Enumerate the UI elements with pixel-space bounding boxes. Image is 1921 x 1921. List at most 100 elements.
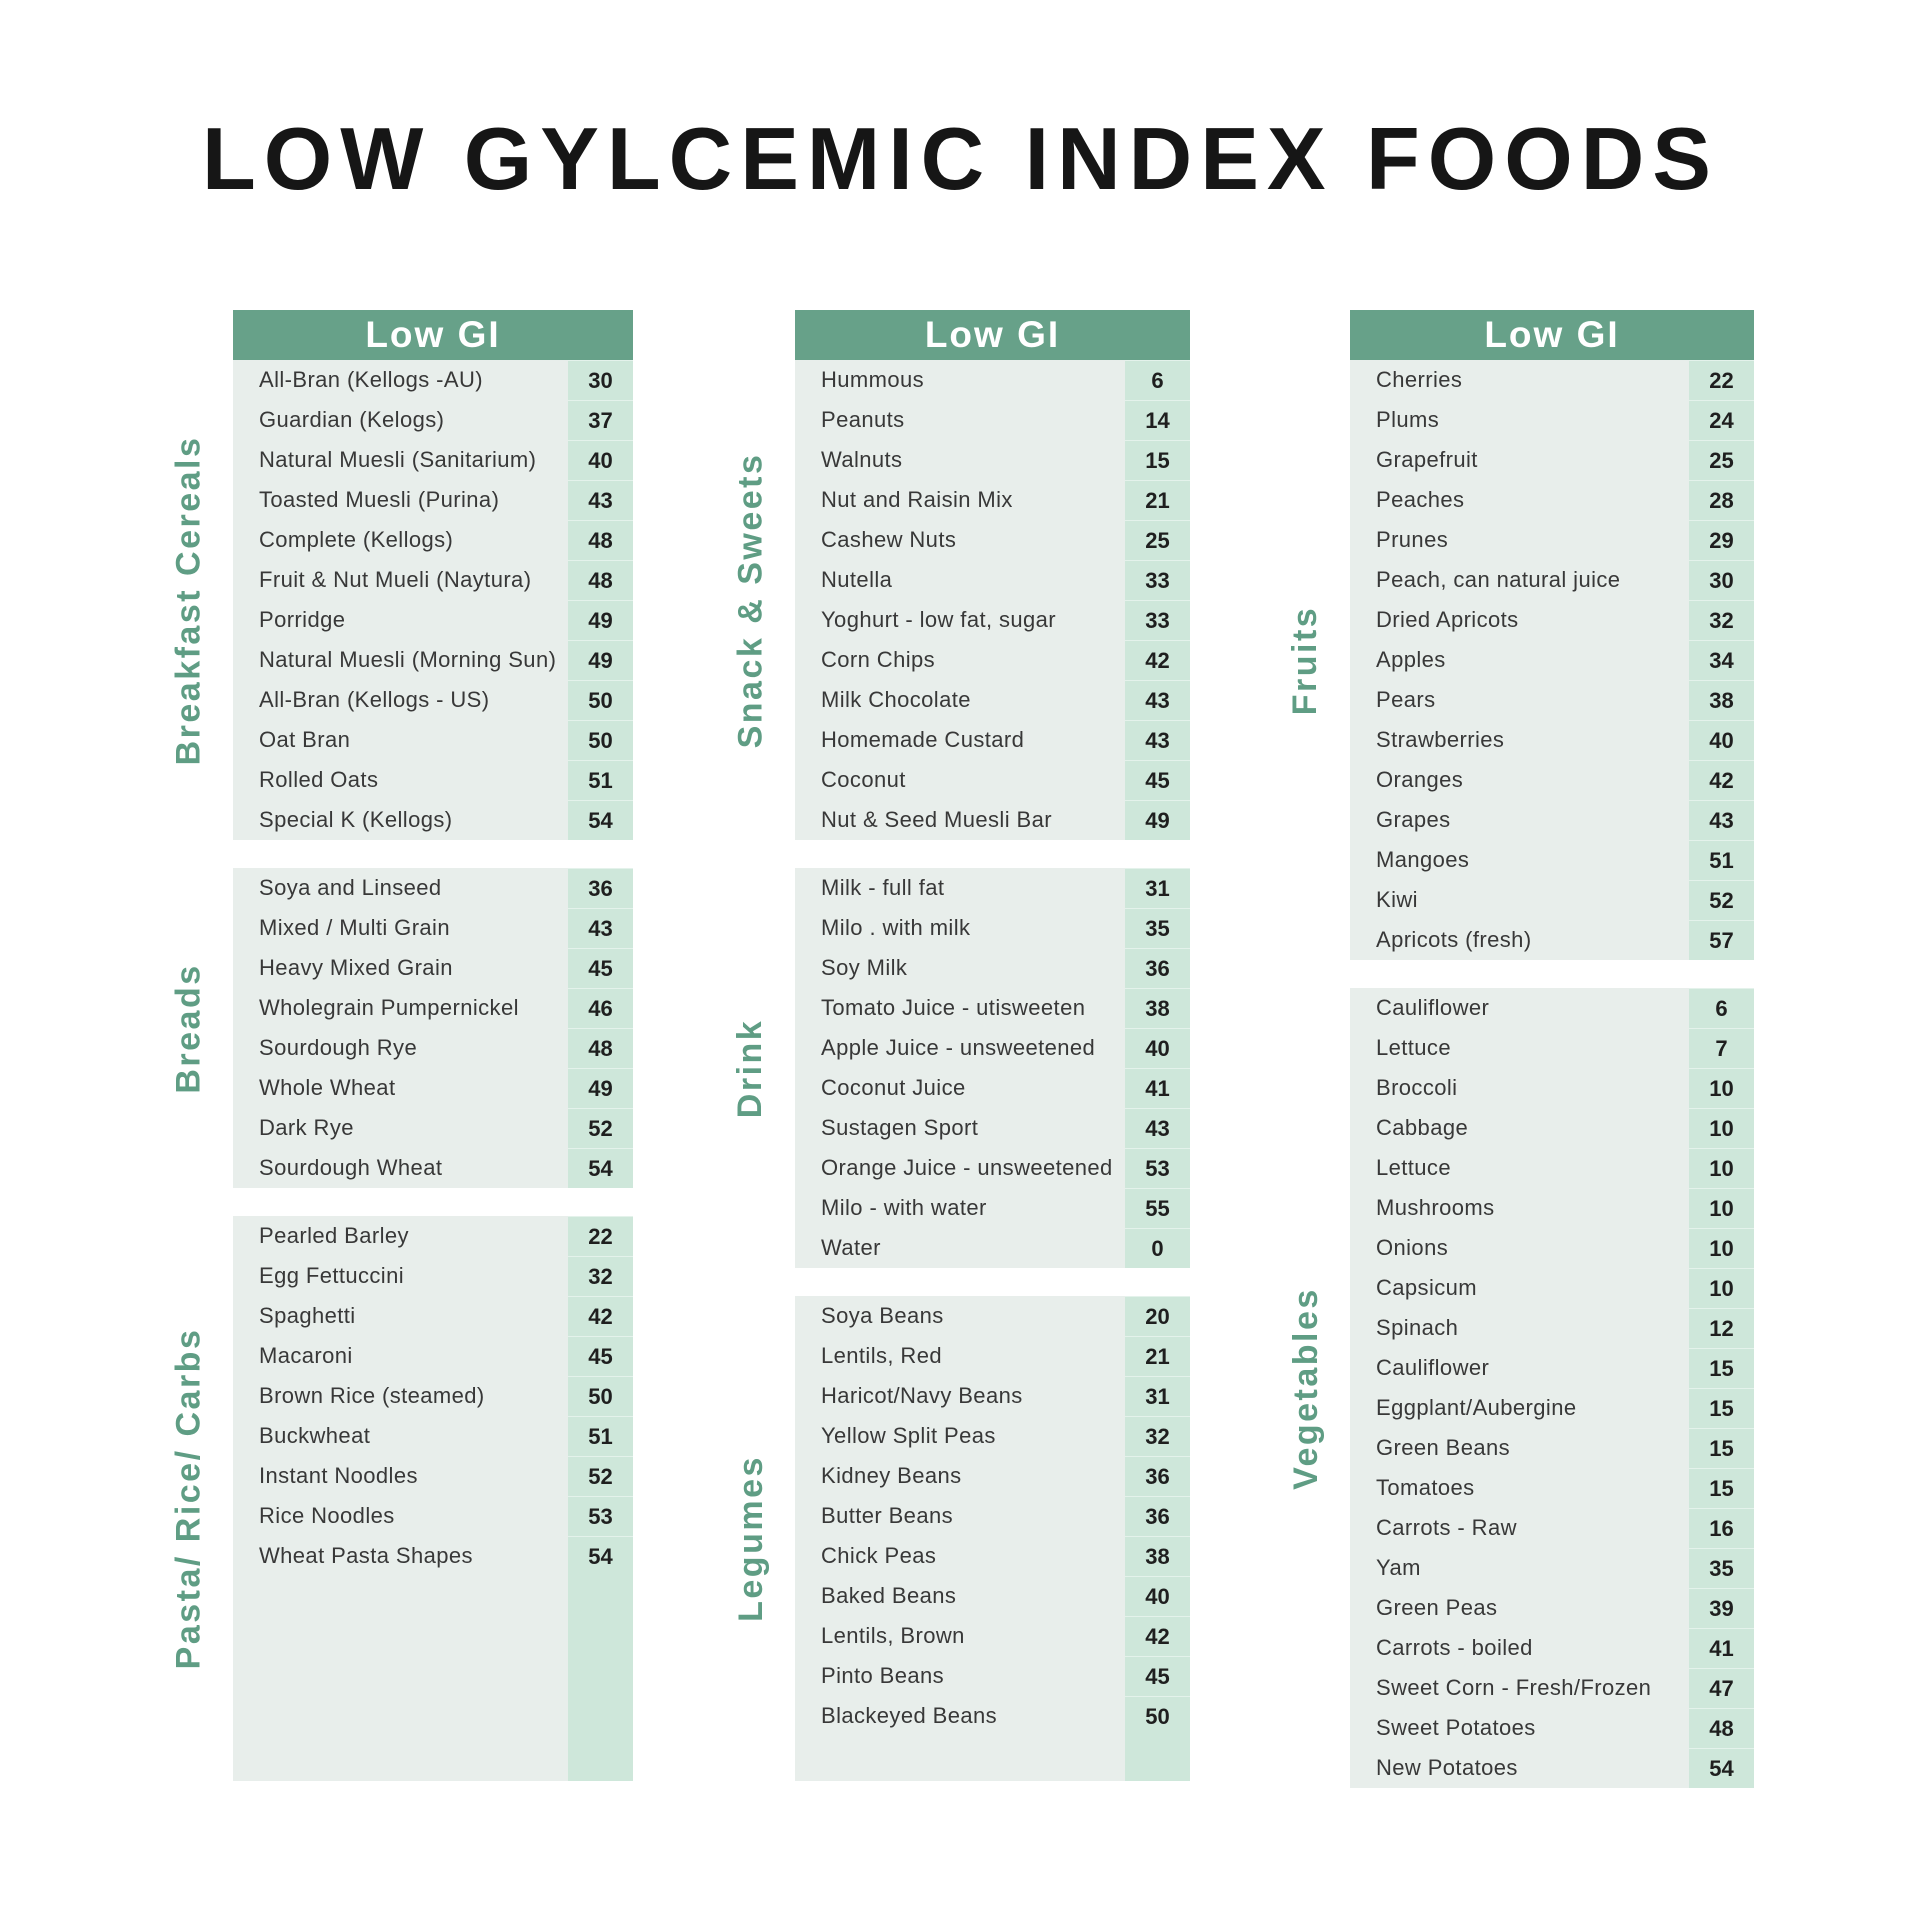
table-row: Cauliflower 6 bbox=[1350, 988, 1754, 1028]
gi-value: 35 bbox=[1125, 908, 1190, 948]
table-row: Apple Juice - unsweetened 40 bbox=[795, 1028, 1190, 1068]
table-row: Soya Beans 20 bbox=[795, 1296, 1190, 1336]
food-name: Macaroni bbox=[259, 1343, 353, 1368]
gi-value: 0 bbox=[1125, 1228, 1190, 1268]
gi-value: 51 bbox=[568, 760, 633, 800]
gi-value: 32 bbox=[1125, 1416, 1190, 1456]
category-label-breads: Breads bbox=[153, 868, 225, 1188]
food-name: Milo - with water bbox=[821, 1195, 987, 1220]
gi-value: 42 bbox=[568, 1296, 633, 1336]
food-name: Cauliflower bbox=[1376, 995, 1490, 1020]
table-row: Baked Beans 40 bbox=[795, 1576, 1190, 1616]
table-breakfast-cereals: Breakfast Cereals All-Bran (Kellogs -AU) 3… bbox=[170, 360, 633, 840]
gi-value: 52 bbox=[568, 1456, 633, 1496]
category-label-text: Snack & Sweets bbox=[731, 452, 770, 748]
food-name: Natural Muesli (Sanitarium) bbox=[259, 447, 537, 472]
low-gi-header: Low GI bbox=[233, 310, 633, 360]
gi-value: 31 bbox=[1125, 868, 1190, 908]
gi-value: 50 bbox=[568, 1376, 633, 1416]
gi-value: 33 bbox=[1125, 600, 1190, 640]
gi-value: 15 bbox=[1689, 1348, 1754, 1388]
food-name: Haricot/Navy Beans bbox=[821, 1383, 1023, 1408]
table-row: Onions 10 bbox=[1350, 1228, 1754, 1268]
gi-value: 54 bbox=[568, 1536, 633, 1576]
food-name: Sweet Potatoes bbox=[1376, 1715, 1536, 1740]
food-name: Orange Juice - unsweetened bbox=[821, 1155, 1113, 1180]
table-row: Soy Milk 36 bbox=[795, 948, 1190, 988]
food-name: All-Bran (Kellogs -AU) bbox=[259, 367, 483, 392]
gi-value: 25 bbox=[1689, 440, 1754, 480]
gi-value: 36 bbox=[568, 868, 633, 908]
food-name: Blackeyed Beans bbox=[821, 1703, 997, 1728]
table-row: Grapefruit 25 bbox=[1350, 440, 1754, 480]
food-name: Toasted Muesli (Purina) bbox=[259, 487, 500, 512]
table-row: Lettuce 10 bbox=[1350, 1148, 1754, 1188]
table-row: Water 0 bbox=[795, 1228, 1190, 1268]
food-name: Hummous bbox=[821, 367, 925, 392]
food-name: Strawberries bbox=[1376, 727, 1505, 752]
table-legumes: Legumes Soya Beans 20 Lentils, Red 21 Haricot… bbox=[732, 1296, 1190, 1781]
gi-value: 50 bbox=[1125, 1696, 1190, 1736]
gi-value: 43 bbox=[1125, 1108, 1190, 1148]
food-name: Lentils, Red bbox=[821, 1343, 942, 1368]
table-row: Apples 34 bbox=[1350, 640, 1754, 680]
food-name: Apricots (fresh) bbox=[1376, 927, 1532, 952]
gi-value: 16 bbox=[1689, 1508, 1754, 1548]
food-name: Prunes bbox=[1376, 527, 1449, 552]
food-name: Rolled Oats bbox=[259, 767, 379, 792]
food-name: Apples bbox=[1376, 647, 1446, 672]
table-row: Carrots - Raw 16 bbox=[1350, 1508, 1754, 1548]
gi-value: 54 bbox=[1689, 1748, 1754, 1788]
food-name: Mushrooms bbox=[1376, 1195, 1495, 1220]
gi-value: 50 bbox=[568, 720, 633, 760]
table-row: Butter Beans 36 bbox=[795, 1496, 1190, 1536]
gi-value: 34 bbox=[1689, 640, 1754, 680]
category-label-snack-sweets: Snack & Sweets bbox=[715, 360, 787, 840]
food-name: Plums bbox=[1376, 407, 1440, 432]
table-row: Broccoli 10 bbox=[1350, 1068, 1754, 1108]
table-row: Carrots - boiled 41 bbox=[1350, 1628, 1754, 1668]
gi-value: 28 bbox=[1689, 480, 1754, 520]
gi-value: 38 bbox=[1125, 988, 1190, 1028]
section-breakfast-cereals: Low GI Breakfast Cereals All-Bran (Kellogs… bbox=[170, 310, 633, 840]
food-name: Oranges bbox=[1376, 767, 1464, 792]
gi-value: 29 bbox=[1689, 520, 1754, 560]
gi-value: 49 bbox=[568, 1068, 633, 1108]
table-row: Brown Rice (steamed) 50 bbox=[233, 1376, 633, 1416]
category-label-fruits: Fruits bbox=[1270, 360, 1342, 960]
table-row: Sourdough Wheat 54 bbox=[233, 1148, 633, 1188]
gi-value: 12 bbox=[1689, 1308, 1754, 1348]
gi-value: 49 bbox=[568, 600, 633, 640]
table-row: Sustagen Sport 43 bbox=[795, 1108, 1190, 1148]
gi-value: 40 bbox=[1689, 720, 1754, 760]
category-label-text: Fruits bbox=[1286, 605, 1325, 715]
food-name: Kiwi bbox=[1376, 887, 1418, 912]
gi-value: 15 bbox=[1125, 440, 1190, 480]
food-name: Heavy Mixed Grain bbox=[259, 955, 453, 980]
table-row: Green Beans 15 bbox=[1350, 1428, 1754, 1468]
gi-value: 48 bbox=[568, 520, 633, 560]
gi-value: 48 bbox=[1689, 1708, 1754, 1748]
food-name: Grapes bbox=[1376, 807, 1451, 832]
food-name: Fruit & Nut Mueli (Naytura) bbox=[259, 567, 532, 592]
gi-value: 32 bbox=[1689, 600, 1754, 640]
gi-value: 51 bbox=[568, 1416, 633, 1456]
food-name: Milo . with milk bbox=[821, 915, 971, 940]
food-name: Mixed / Multi Grain bbox=[259, 915, 450, 940]
gi-value: 31 bbox=[1125, 1376, 1190, 1416]
food-name: Porridge bbox=[259, 607, 346, 632]
table-row: Oranges 42 bbox=[1350, 760, 1754, 800]
food-name: Yellow Split Peas bbox=[821, 1423, 996, 1448]
food-name: Onions bbox=[1376, 1235, 1449, 1260]
food-name: Guardian (Kelogs) bbox=[259, 407, 445, 432]
table-row: Heavy Mixed Grain 45 bbox=[233, 948, 633, 988]
table-fruits: Fruits Cherries 22 Plums 24 Grapefruit 25 Peach… bbox=[1287, 360, 1754, 960]
table-row: Mixed / Multi Grain 43 bbox=[233, 908, 633, 948]
gi-value: 36 bbox=[1125, 1496, 1190, 1536]
table-row: Pinto Beans 45 bbox=[795, 1656, 1190, 1696]
food-name: Water bbox=[821, 1235, 881, 1260]
gi-value: 51 bbox=[1689, 840, 1754, 880]
food-name: Milk Chocolate bbox=[821, 687, 971, 712]
gi-value: 15 bbox=[1689, 1468, 1754, 1508]
table-row: Chick Peas 38 bbox=[795, 1536, 1190, 1576]
